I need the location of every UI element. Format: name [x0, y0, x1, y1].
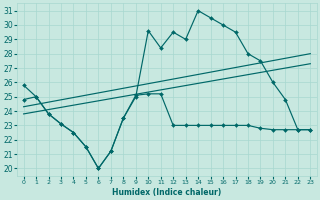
X-axis label: Humidex (Indice chaleur): Humidex (Indice chaleur)	[112, 188, 221, 197]
